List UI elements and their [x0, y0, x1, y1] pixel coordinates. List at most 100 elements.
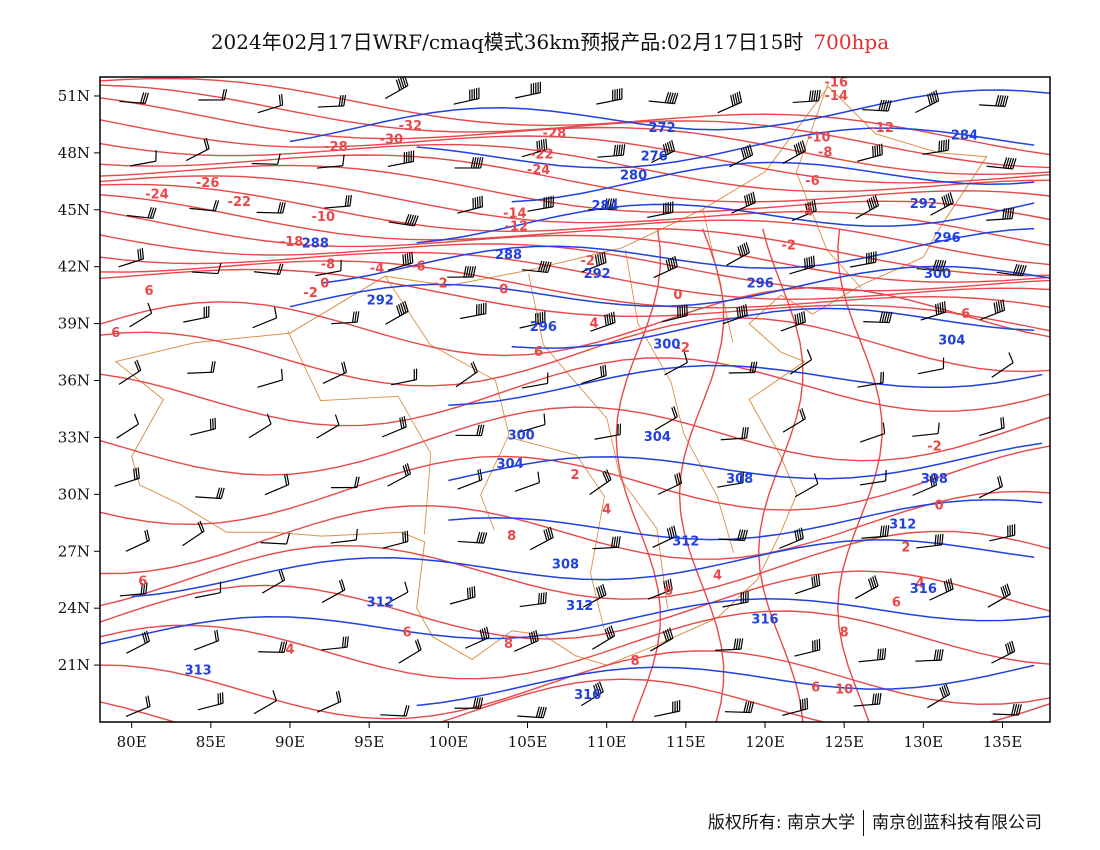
wind-barb-feather — [600, 585, 605, 596]
wind-barb — [257, 104, 283, 114]
wind-barb-feather — [664, 92, 670, 103]
wind-barb-feather — [878, 693, 882, 705]
wind-barb-feather — [280, 368, 284, 380]
lon-label: 125E — [824, 733, 864, 751]
wind-barb-feather — [815, 575, 819, 587]
wind-barb-feather — [599, 253, 603, 265]
wind-barb — [264, 483, 290, 496]
wind-barb-feather — [344, 636, 347, 648]
wind-barb-feather — [941, 301, 944, 313]
wind-barb-feather — [215, 487, 221, 499]
wind-barb — [980, 309, 1005, 321]
wind-barb-feather — [547, 261, 552, 273]
wind-barb-feather — [136, 359, 142, 371]
wind-barb-feather — [1004, 208, 1008, 220]
wind-barb-feather — [797, 142, 803, 154]
wind-barb — [855, 205, 879, 219]
axes: 51N 48N 45N 42N 39N 36N 33N 30N 27N 24N 21N 80E 85E 9… — [58, 87, 1023, 751]
wind-barb-feather — [1015, 704, 1020, 716]
wind-barb-feather — [402, 531, 404, 543]
wind-barb-feather — [874, 693, 877, 705]
wind-barb-feather — [750, 192, 754, 204]
wind-barb-feather — [354, 311, 358, 323]
wind-barb-feather — [476, 424, 480, 436]
temperature-contour — [615, 228, 662, 722]
temperature-contour — [100, 268, 1050, 332]
wind-barb — [385, 310, 409, 325]
temperature-label: 6 — [892, 595, 901, 610]
height-label: 288 — [302, 237, 329, 252]
temperature-label: 8 — [507, 529, 516, 544]
wind-barb-feather — [931, 92, 936, 104]
wind-barb-feather — [673, 406, 678, 417]
wind-barb-feather — [674, 255, 678, 267]
province-border — [512, 437, 605, 628]
wind-barb-feather — [926, 94, 931, 106]
wind-barb-feather — [874, 575, 879, 587]
wind-barb-feather — [542, 592, 545, 604]
wind-barb-feather — [217, 693, 220, 705]
wind-barb-feather — [811, 90, 814, 102]
wind-barb-feather — [613, 536, 617, 548]
wind-barb-feather — [882, 422, 886, 434]
wind-barb-feather — [1007, 642, 1012, 654]
wind-barb-feather — [741, 244, 746, 256]
wind-barb-feather — [216, 629, 220, 641]
wind-barb-feather — [280, 569, 286, 581]
lon-label: 130E — [904, 733, 944, 751]
temperature-label: -22 — [530, 148, 554, 163]
temperature-label: -16 — [825, 75, 849, 90]
temperature-contours — [100, 77, 1050, 722]
wind-barb-feather — [545, 528, 550, 540]
wind-barb-feather — [882, 525, 885, 537]
wind-barb-feather — [947, 579, 952, 591]
wind-barb-feather — [810, 256, 813, 268]
wind-barb-feather — [413, 215, 419, 227]
wind-barb-feather — [620, 144, 624, 156]
wind-barb-feather — [604, 364, 607, 376]
wind-barb-feather — [945, 194, 950, 206]
wind-barb-feather — [542, 707, 547, 718]
wind-barb-feather — [872, 146, 874, 158]
wind-barb — [321, 589, 346, 603]
wind-barb-feather — [470, 266, 474, 278]
wind-barb-feather — [147, 207, 152, 219]
province-border — [384, 275, 510, 531]
pressure-level-label: 700hpa — [813, 30, 890, 54]
wind-barb-feather — [481, 628, 486, 640]
wind-barb-feather — [608, 198, 613, 210]
wind-barb-feather — [812, 255, 816, 267]
wind-barb-feather — [344, 195, 348, 207]
wind-barb-feather — [746, 145, 752, 157]
temperature-label: 0 — [935, 499, 944, 514]
lat-label: 24N — [58, 599, 90, 617]
temperature-contour — [100, 251, 1050, 301]
wind-barb-feather — [279, 202, 284, 214]
temperature-label: 6 — [811, 681, 820, 696]
wind-barb-feather — [594, 255, 598, 267]
wind-barb-feather — [1012, 263, 1018, 275]
wind-barb — [258, 651, 285, 653]
wind-barb — [859, 480, 886, 486]
wind-barb — [316, 424, 340, 439]
wind-barb-feather — [949, 578, 954, 590]
height-contour — [416, 127, 1035, 169]
wind-barb-feather — [615, 536, 619, 548]
height-label: 272 — [649, 121, 676, 136]
wind-barb-feather — [465, 266, 470, 278]
wind-barb-feather — [940, 140, 943, 152]
wind-barb — [794, 649, 820, 657]
wind-barb-feather — [1002, 585, 1007, 597]
wind-barb-feather — [1009, 207, 1012, 219]
wind-barb-feather — [601, 252, 605, 264]
wind-barb-feather — [742, 304, 746, 316]
lon-label: 120E — [745, 733, 785, 751]
wind-barb-feather — [540, 592, 543, 604]
wind-barb — [863, 321, 890, 324]
wind-barb-feather — [744, 146, 750, 158]
wind-barb-feather — [549, 526, 554, 538]
wind-barb-feather — [1007, 157, 1012, 169]
wind-barb-feather — [538, 140, 541, 152]
wind-barb-feather — [751, 361, 756, 373]
wind-barb-feather — [466, 587, 469, 599]
